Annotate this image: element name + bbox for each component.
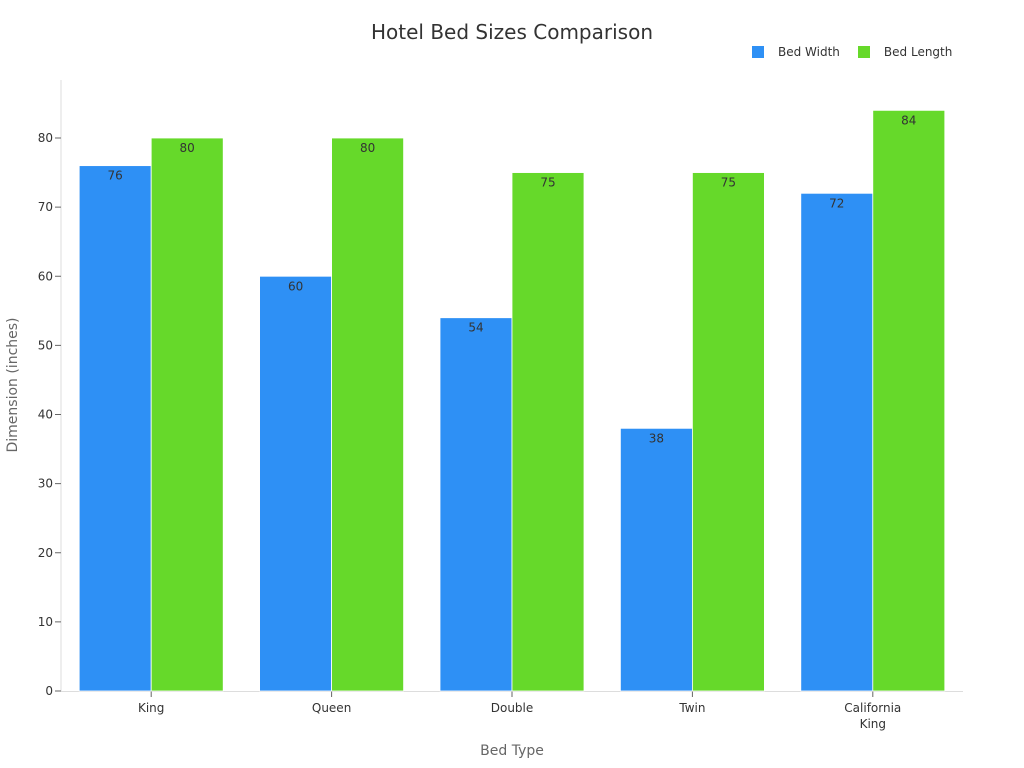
- bar-bed-width[interactable]: [78, 165, 152, 692]
- legend-item-bed-length[interactable]: Bed Length: [857, 45, 953, 59]
- x-tick-label: King: [138, 701, 164, 715]
- bar-value-label: 72: [829, 196, 844, 210]
- bar-bed-length[interactable]: [692, 172, 765, 692]
- bar-bed-length[interactable]: [872, 109, 946, 692]
- bar-value-label: 75: [721, 176, 736, 190]
- bar-bed-width[interactable]: [259, 275, 333, 692]
- legend-item-bed-width[interactable]: Bed Width: [752, 45, 840, 59]
- bar-bed-width[interactable]: [439, 317, 513, 692]
- x-tick-label: California: [844, 701, 901, 715]
- bar-value-label: 54: [468, 321, 483, 335]
- x-tick-label: King: [860, 717, 886, 731]
- bar-bed-length[interactable]: [331, 137, 405, 692]
- y-tick-label: 10: [38, 615, 53, 629]
- y-tick-label: 40: [38, 408, 53, 422]
- y-tick-label: 0: [45, 684, 53, 698]
- y-tick-label: 20: [38, 546, 53, 560]
- bar-value-label: 80: [180, 141, 195, 155]
- legend-label: Bed Length: [883, 45, 953, 59]
- bar-bed-length[interactable]: [511, 172, 585, 692]
- x-tick-label: Twin: [678, 701, 705, 715]
- x-axis: King Queen Double Twin California King: [61, 691, 963, 731]
- bar-value-label: 60: [288, 279, 303, 293]
- bar-value-label: 84: [901, 113, 916, 127]
- bar-value-label: 76: [108, 169, 123, 183]
- legend: Bed Width Bed Length: [752, 45, 970, 59]
- y-tick-label: 60: [38, 269, 53, 283]
- legend-swatch-bed-width: [752, 46, 764, 58]
- y-axis: 0 10 20 30 40 50 60 70 80: [38, 80, 62, 698]
- chart-title: Hotel Bed Sizes Comparison: [371, 20, 653, 44]
- y-tick-label: 50: [38, 338, 53, 352]
- bar-value-label: 80: [360, 141, 375, 155]
- bar-bed-width[interactable]: [800, 192, 874, 692]
- bar-value-label: 38: [649, 431, 664, 445]
- y-tick-label: 30: [38, 477, 53, 491]
- x-tick-label: Queen: [312, 701, 351, 715]
- y-tick-label: 80: [38, 131, 53, 145]
- y-axis-title: Dimension (inches): [5, 317, 21, 452]
- legend-swatch-bed-length: [857, 46, 870, 58]
- y-tick-label: 70: [38, 200, 53, 214]
- bar-bed-length[interactable]: [150, 137, 224, 692]
- bar-bed-width[interactable]: [620, 427, 693, 692]
- x-axis-title: Bed Type: [480, 743, 544, 759]
- bar-value-label: 75: [540, 176, 555, 190]
- x-tick-label: Double: [491, 701, 534, 715]
- legend-label: Bed Width: [778, 45, 840, 59]
- bars: 76 80 60 80 54 75 38 75 72 84: [78, 109, 946, 692]
